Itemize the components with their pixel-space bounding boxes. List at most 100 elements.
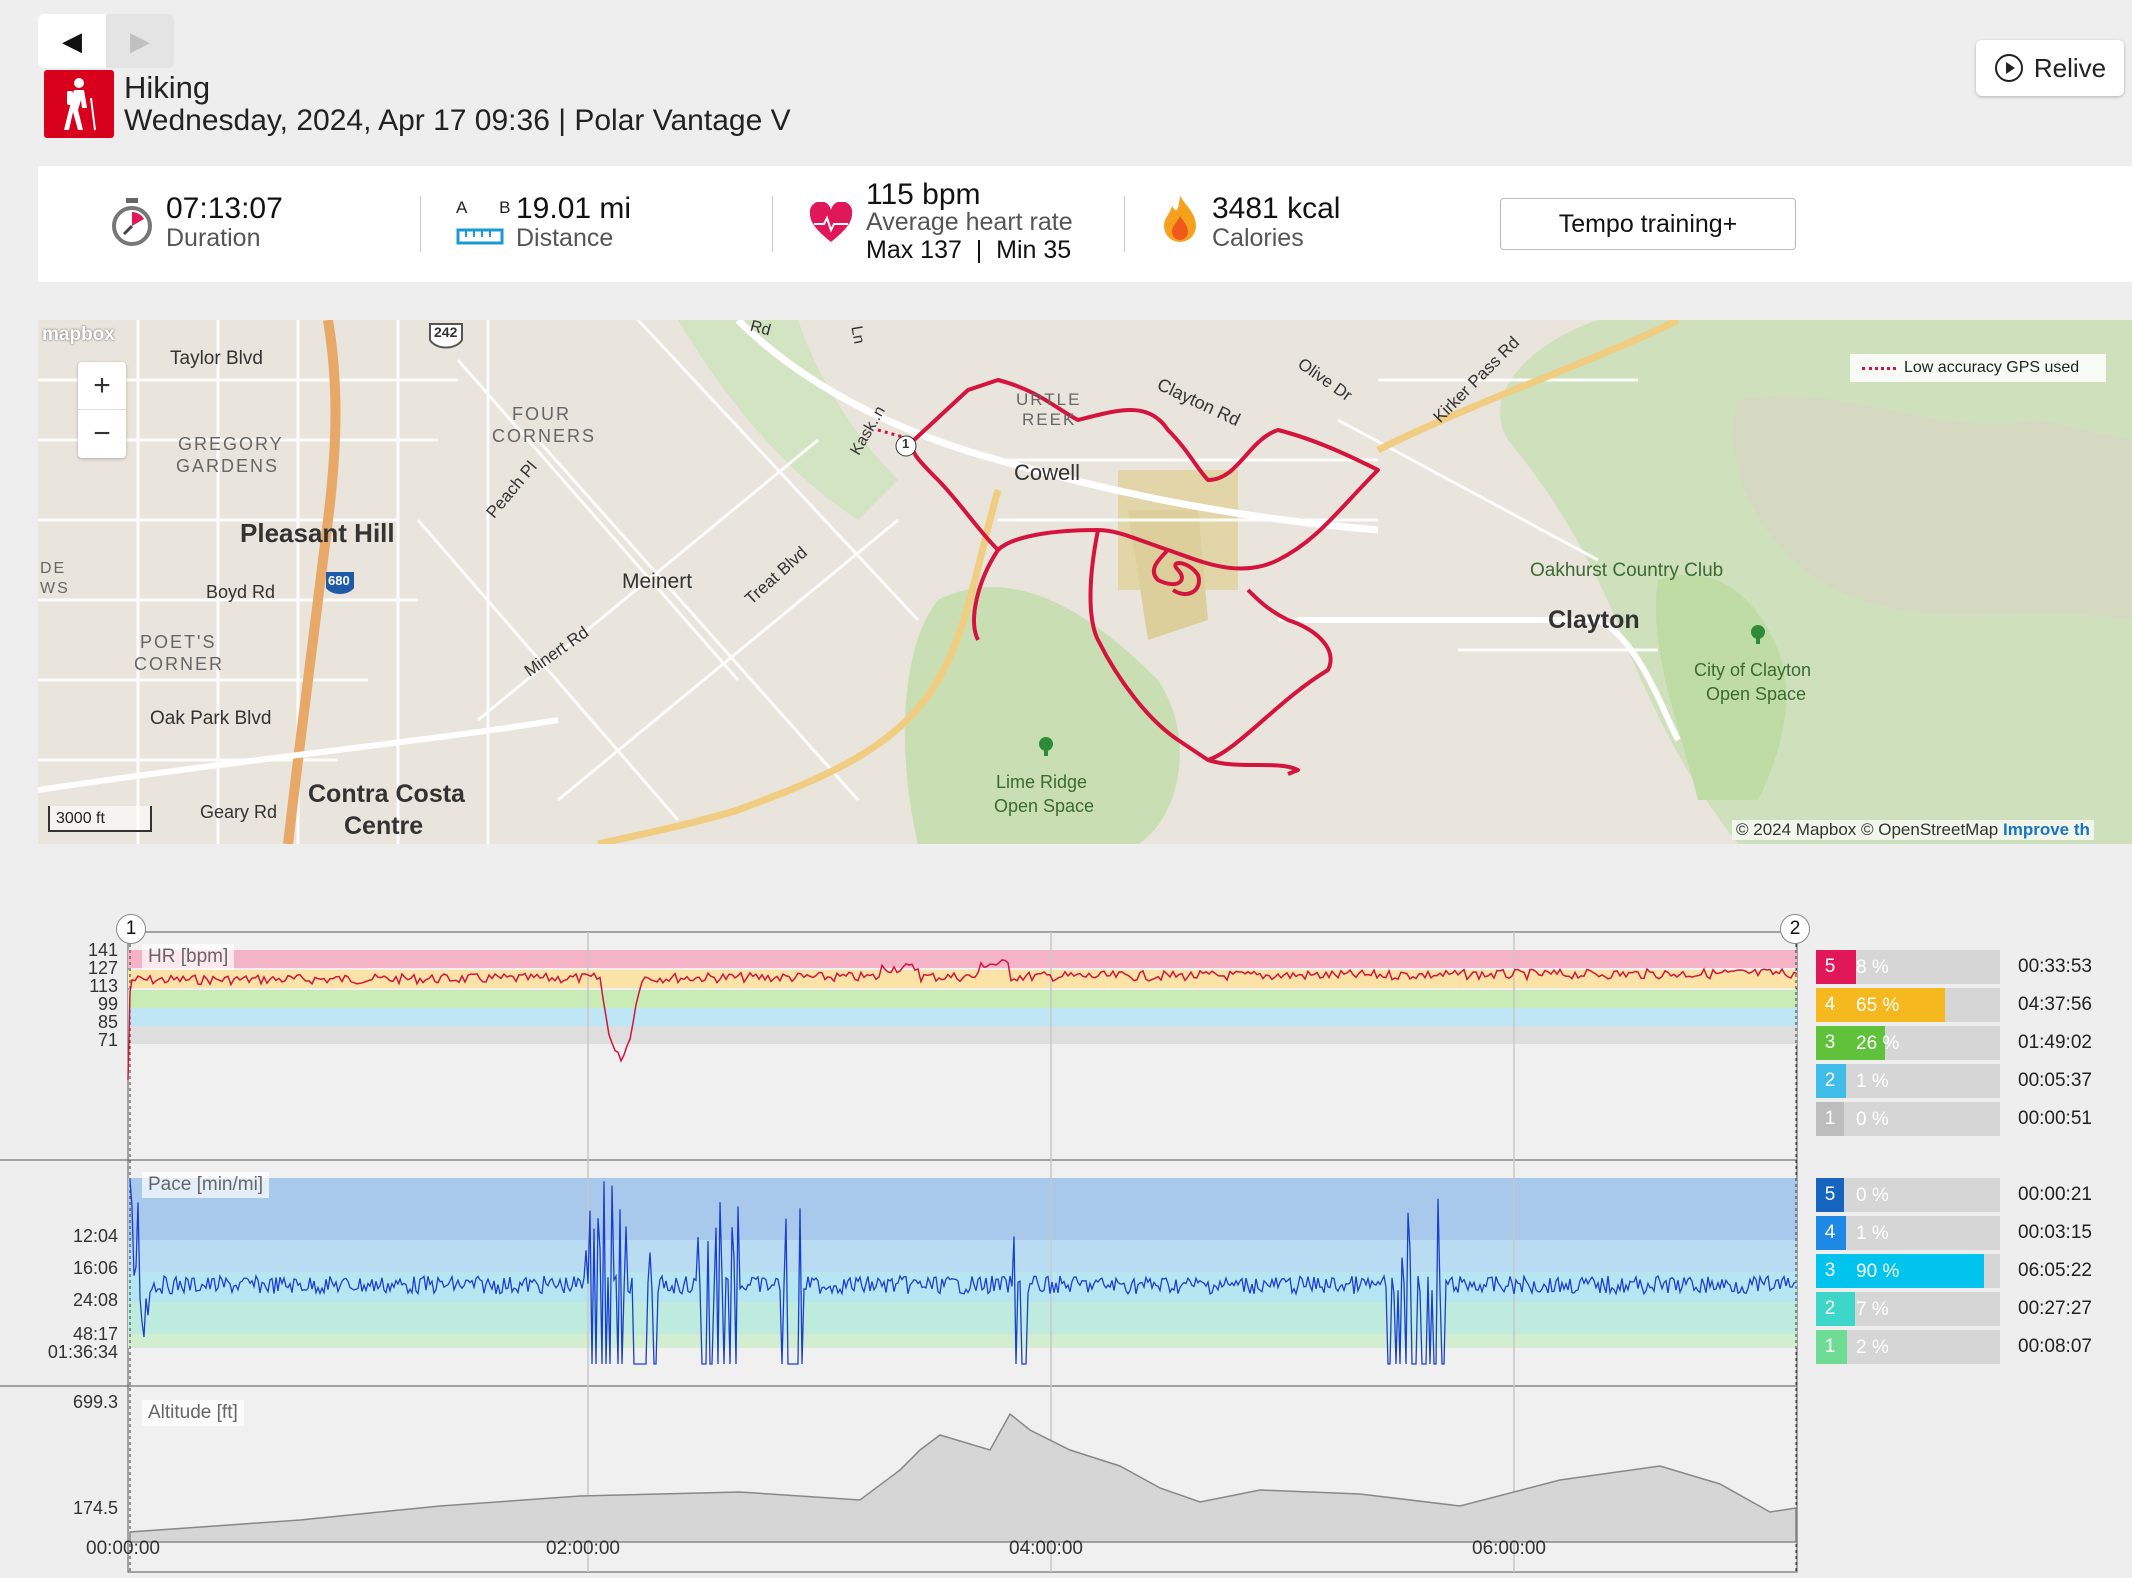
map-label-ln: Ln	[847, 324, 868, 346]
lap-marker-2[interactable]: 2	[1780, 914, 1810, 944]
pace-zone-band-1	[128, 1334, 1797, 1348]
altitude-area	[129, 1412, 1797, 1543]
relive-button[interactable]: Relive	[1976, 40, 2124, 96]
map-label-cowell: Cowell	[1014, 460, 1081, 485]
hr-zone-row: 1 0 %	[1816, 1102, 2000, 1136]
activity-datetime-device: Wednesday, 2024, Apr 17 09:36 | Polar Va…	[124, 104, 791, 137]
route-map[interactable]: mapbox + − 242 680 1 Taylor Blvd GREGORY…	[38, 320, 2132, 844]
pace-axis-tick: 48:17	[72, 1324, 118, 1344]
hr-axis-tick: 85	[97, 1012, 118, 1032]
zoom-control: + −	[78, 362, 126, 458]
previous-arrow-icon: ◀	[62, 25, 82, 56]
hr-axis-tick: 127	[87, 958, 118, 978]
hr-chart-title: HR [bpm]	[142, 944, 235, 970]
pace-zone-bar	[1844, 1330, 1848, 1364]
map-label-oak-park: Oak Park Blvd	[150, 708, 272, 729]
tempo-training-button[interactable]: Tempo training+	[1500, 198, 1796, 250]
map-label-boyd-rd: Boyd Rd	[206, 582, 276, 602]
hr-zone-band-3	[128, 990, 1797, 1008]
interstate-680-label: 680	[328, 573, 350, 588]
hr-zone-time: 00:00:51	[2018, 1108, 2092, 1129]
next-activity-button[interactable]: ▶	[106, 14, 174, 68]
hr-zone-number: 1	[1816, 1102, 1844, 1136]
mapbox-logo[interactable]: mapbox	[42, 324, 115, 345]
stopwatch-icon	[112, 198, 152, 246]
altitude-chart-title: Altitude [ft]	[142, 1400, 244, 1426]
hr-zone-time: 00:33:53	[2018, 956, 2092, 977]
altitude-axis-tick: 699.3	[72, 1392, 118, 1412]
summary-bar: 07:13:07 Duration A B 19.01 mi Distance …	[38, 166, 2132, 282]
map-label-corner: CORNER	[134, 654, 225, 674]
pace-zone-row: 5 0 %	[1816, 1178, 2000, 1212]
lap-marker-1[interactable]: 1	[116, 914, 146, 944]
attribution-text[interactable]: © 2024 Mapbox © OpenStreetMap	[1736, 820, 1999, 839]
map-label-gregory: GREGORY	[178, 434, 284, 454]
distance-label: Distance	[516, 224, 614, 252]
hr-zone-row: 3 26 %	[1816, 1026, 2000, 1060]
hr-zone-number: 2	[1816, 1064, 1844, 1098]
zoom-out-button[interactable]: −	[93, 417, 111, 450]
pace-zone-bar	[1844, 1292, 1855, 1326]
hr-zone-row: 4 65 %	[1816, 988, 2000, 1022]
gps-legend-label: Low accuracy GPS used	[1904, 359, 2080, 376]
dotted-line-icon	[1862, 366, 1896, 370]
pace-axis-tick: 24:08	[72, 1290, 118, 1310]
pace-zone-percent: 1 %	[1856, 1223, 1889, 1244]
hiking-person-icon	[44, 70, 114, 138]
heart-icon	[809, 202, 853, 242]
hr-zone-number: 5	[1816, 950, 1844, 984]
calories-stat: 3481 kcal Calories	[1160, 166, 1420, 282]
pace-zone-percent: 90 %	[1856, 1261, 1900, 1282]
sport-name: Hiking	[124, 70, 211, 105]
pace-zone-band-4	[128, 1240, 1797, 1272]
map-label-poets: POET'S	[140, 632, 217, 652]
time-axis-tick: 04:00:00	[1009, 1538, 1083, 1559]
hr-zone-row: 5 8 %	[1816, 950, 2000, 984]
time-axis-tick: 06:00:00	[1472, 1538, 1546, 1559]
low-accuracy-gps-legend: Low accuracy GPS used	[1850, 354, 2106, 382]
map-label-meinert: Meinert	[622, 570, 693, 593]
pace-zone-number: 3	[1816, 1254, 1844, 1288]
hr-axis-tick: 141	[87, 940, 118, 960]
pace-zone-row: 1 2 %	[1816, 1330, 2000, 1364]
pace-zone-time: 06:05:22	[2018, 1260, 2092, 1281]
altitude-axis-tick: 174.5	[72, 1498, 118, 1518]
distance-ab-label: A B	[456, 198, 525, 217]
improve-map-link[interactable]: Improve th	[2003, 820, 2090, 839]
duration-stat: 07:13:07 Duration	[108, 166, 368, 282]
pace-zone-bar	[1844, 1254, 1985, 1288]
pace-zone-number: 2	[1816, 1292, 1844, 1326]
pace-zone-percent: 2 %	[1856, 1337, 1889, 1358]
relive-label: Relive	[2033, 52, 2107, 83]
hr-axis-tick: 113	[89, 976, 118, 996]
map-label-lime-open-space: Open Space	[994, 796, 1095, 816]
pace-zone-percent: 0 %	[1856, 1185, 1889, 1206]
map-label-city-of-clayton: City of Clayton	[1694, 660, 1812, 680]
hr-zone-band-1	[128, 1026, 1797, 1044]
distance-stat: A B 19.01 mi Distance	[456, 166, 736, 282]
hr-zone-time: 01:49:02	[2018, 1032, 2092, 1053]
pace-zone-percent: 7 %	[1856, 1299, 1889, 1320]
pace-axis-tick: 16:06	[72, 1258, 118, 1278]
hr-zone-bar	[1844, 1064, 1846, 1098]
hr-zone-time: 04:37:56	[2018, 994, 2092, 1015]
time-axis-tick: 00:00:00	[86, 1538, 160, 1559]
hr-axis-tick: 99	[97, 994, 118, 1014]
map-label-centre: Centre	[344, 812, 424, 840]
pace-zone-bar	[1844, 1216, 1846, 1250]
map-label-creek: REEK	[1022, 410, 1077, 429]
hr-zone-percent: 8 %	[1856, 957, 1889, 978]
map-label-corners: CORNERS	[492, 426, 597, 446]
heart-rate-stat: 115 bpm Average heart rate Max 137 | Min…	[808, 166, 1128, 282]
duration-value: 07:13:07	[166, 192, 283, 225]
charts-panel: 1 2 HR [bpm] Pace [min/mi] Altitude [ft]…	[0, 880, 2132, 1578]
map-label-gardens: GARDENS	[176, 456, 280, 476]
map-label-turtle: URTLE	[1016, 390, 1082, 409]
pace-zone-number: 5	[1816, 1178, 1844, 1212]
map-label-four: FOUR	[512, 404, 571, 424]
map-base	[38, 320, 2132, 844]
charts-canvas[interactable]	[0, 880, 1800, 1578]
previous-activity-button[interactable]: ◀	[38, 14, 106, 68]
zoom-in-button[interactable]: +	[78, 362, 126, 410]
hr-zone-percent: 0 %	[1856, 1109, 1889, 1130]
